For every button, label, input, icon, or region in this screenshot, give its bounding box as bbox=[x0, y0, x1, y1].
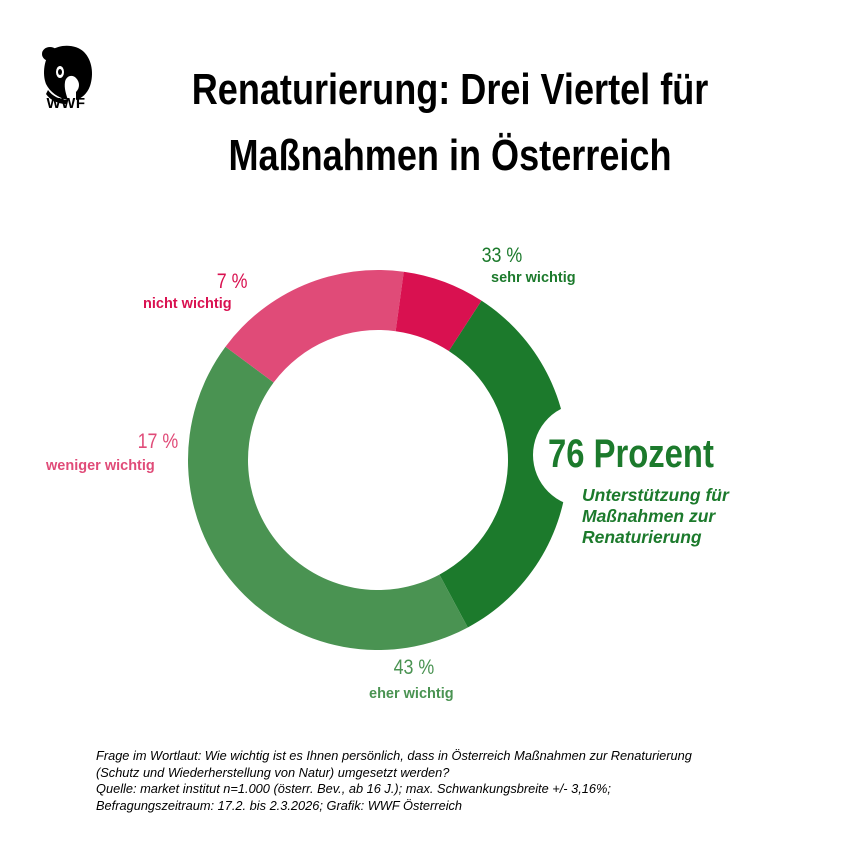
wwf-logo-text: WWF bbox=[46, 95, 86, 112]
footnote-line: (Schutz und Wiederherstellung von Natur)… bbox=[96, 764, 450, 780]
footnote-line: Befragungszeitraum: 17.2. bis 2.3.2026; … bbox=[96, 797, 463, 813]
highlight-caption-line: Renaturierung bbox=[582, 527, 702, 547]
slice-label-eher-wichtig: eher wichtig bbox=[369, 686, 454, 702]
slice-label-weniger-wichtig: weniger wichtig bbox=[46, 458, 155, 474]
highlight-notch bbox=[533, 403, 637, 507]
footnote-line: Quelle: market institut n=1.000 (österr.… bbox=[96, 781, 611, 796]
highlight-caption: Unterstützung für Maßnahmen zur Renaturi… bbox=[582, 485, 802, 548]
slice-label-sehr-wichtig: sehr wichtig bbox=[491, 270, 576, 286]
slice-label-nicht-wichtig: nicht wichtig bbox=[143, 296, 232, 312]
wwf-panda-logo bbox=[42, 45, 92, 104]
highlight-caption-line: Maßnahmen zur bbox=[582, 506, 716, 526]
chart-title-line-2: Maßnahmen in Österreich bbox=[228, 131, 672, 180]
slice-pct-nicht-wichtig: 7 % bbox=[216, 270, 248, 293]
donut-slice-weniger-wichtig bbox=[225, 270, 404, 383]
slice-pct-sehr-wichtig: 33 % bbox=[481, 244, 523, 267]
footnote-line: Frage im Wortlaut: Wie wichtig ist es Ih… bbox=[96, 748, 692, 763]
highlight-caption-line: Unterstützung für bbox=[582, 485, 729, 505]
donut-slice-eher-wichtig bbox=[188, 346, 468, 650]
footnote: Frage im Wortlaut: Wie wichtig ist es Ih… bbox=[96, 748, 816, 814]
donut-slice-nicht-wichtig bbox=[395, 271, 482, 351]
highlight-value: 76 Prozent bbox=[548, 432, 714, 476]
slice-pct-eher-wichtig: 43 % bbox=[393, 656, 435, 679]
chart-title-line-1: Renaturierung: Drei Viertel für bbox=[191, 65, 709, 114]
slice-pct-weniger-wichtig: 17 % bbox=[137, 430, 179, 453]
donut-slice-sehr-wichtig bbox=[439, 300, 568, 628]
